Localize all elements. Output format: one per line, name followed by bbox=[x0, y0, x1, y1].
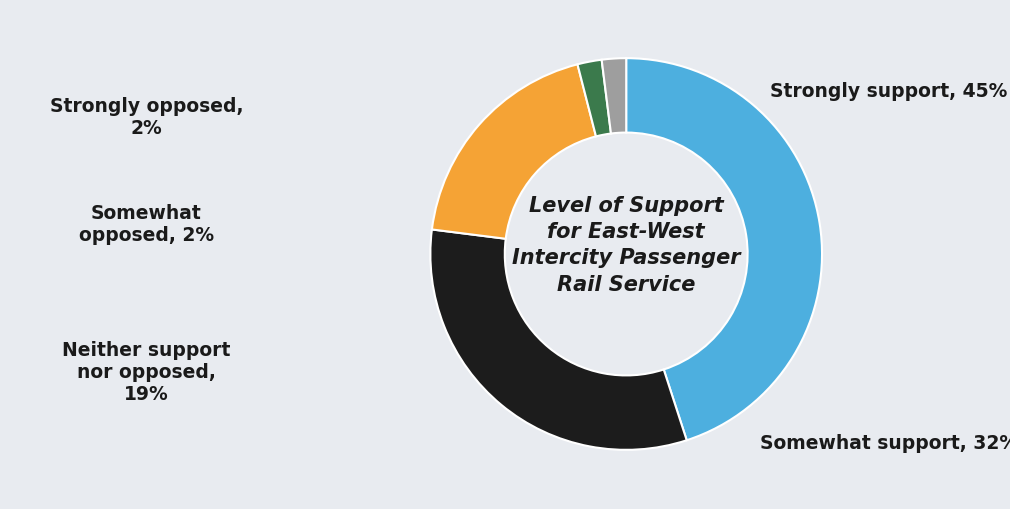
Text: Strongly opposed,
2%: Strongly opposed, 2% bbox=[49, 97, 243, 137]
Wedge shape bbox=[430, 230, 687, 450]
Text: Level of Support
for East-West
Intercity Passenger
Rail Service: Level of Support for East-West Intercity… bbox=[512, 195, 740, 294]
Wedge shape bbox=[626, 59, 822, 440]
Text: Strongly support, 45%: Strongly support, 45% bbox=[770, 82, 1008, 101]
Text: Neither support
nor opposed,
19%: Neither support nor opposed, 19% bbox=[63, 340, 230, 403]
Wedge shape bbox=[578, 61, 611, 137]
Wedge shape bbox=[602, 59, 626, 134]
Wedge shape bbox=[432, 65, 596, 239]
Text: Somewhat support, 32%: Somewhat support, 32% bbox=[760, 433, 1010, 453]
Text: Somewhat
opposed, 2%: Somewhat opposed, 2% bbox=[79, 204, 214, 244]
